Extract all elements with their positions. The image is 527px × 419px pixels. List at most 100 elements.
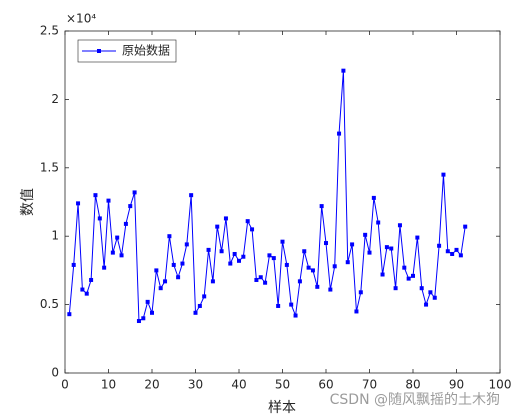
y-tick-label: 0.5 <box>40 297 59 311</box>
data-marker <box>389 246 394 251</box>
x-tick-label: 30 <box>188 378 203 392</box>
data-marker <box>315 284 320 289</box>
data-marker <box>441 172 446 177</box>
data-marker <box>376 220 381 225</box>
legend-marker <box>97 49 101 53</box>
data-marker <box>189 193 194 198</box>
data-marker <box>245 219 250 224</box>
data-marker <box>123 221 128 226</box>
data-marker <box>237 258 241 263</box>
data-marker <box>93 193 98 198</box>
data-marker <box>345 260 350 265</box>
data-marker <box>271 256 276 261</box>
data-marker <box>254 277 259 282</box>
data-marker <box>71 262 76 267</box>
data-marker <box>250 227 255 232</box>
data-marker <box>132 190 137 195</box>
data-marker <box>415 235 420 240</box>
data-marker <box>402 265 407 270</box>
data-marker <box>302 249 307 254</box>
data-marker <box>437 243 442 248</box>
data-marker <box>110 250 115 255</box>
y-tick-label: 0 <box>51 366 59 380</box>
data-marker <box>89 277 94 282</box>
y-tick-label: 2.5 <box>40 24 59 38</box>
data-marker <box>424 302 429 307</box>
data-marker <box>432 295 437 300</box>
legend-box <box>77 39 177 63</box>
data-marker <box>328 287 333 292</box>
data-marker <box>206 247 211 252</box>
data-marker <box>380 272 385 277</box>
data-marker <box>419 286 424 291</box>
data-marker <box>232 251 237 256</box>
data-marker <box>128 204 133 209</box>
data-marker <box>397 223 402 228</box>
data-marker <box>297 279 302 284</box>
data-marker <box>289 302 294 307</box>
data-marker <box>154 268 159 273</box>
x-tick-label: 70 <box>362 378 377 392</box>
data-marker <box>193 310 198 315</box>
data-marker <box>306 265 311 270</box>
data-marker <box>319 204 324 209</box>
data-marker <box>150 310 154 315</box>
x-tick-label: 80 <box>405 378 420 392</box>
data-marker <box>341 68 346 73</box>
data-marker <box>363 232 368 237</box>
data-marker <box>450 251 455 256</box>
data-marker <box>324 241 328 246</box>
data-marker <box>241 254 246 259</box>
legend-label: 原始数据 <box>122 43 170 58</box>
data-marker <box>102 265 107 270</box>
data-marker <box>310 268 315 273</box>
data-marker <box>263 280 268 285</box>
y-axis-label: 数值 <box>20 188 36 216</box>
data-marker <box>284 262 289 267</box>
data-marker <box>228 261 233 266</box>
x-axis-label: 样本 <box>268 400 296 416</box>
data-marker <box>411 273 415 278</box>
data-marker <box>106 198 111 203</box>
data-marker <box>406 276 411 281</box>
data-marker <box>141 316 146 321</box>
x-tick-label: 100 <box>489 378 512 392</box>
data-marker <box>267 253 272 258</box>
data-marker <box>337 131 342 136</box>
data-marker <box>219 249 224 254</box>
data-marker <box>184 242 189 247</box>
data-marker <box>350 242 355 247</box>
data-marker <box>115 235 120 240</box>
data-marker <box>76 201 81 206</box>
data-marker <box>293 313 298 318</box>
axes-box <box>64 30 501 374</box>
x-tick-label: 10 <box>101 378 116 392</box>
data-marker <box>367 250 372 255</box>
data-line <box>68 70 466 322</box>
data-marker <box>215 224 220 229</box>
data-marker <box>384 245 389 250</box>
data-marker <box>210 279 215 284</box>
data-marker <box>445 249 450 254</box>
data-marker <box>163 279 168 284</box>
x-tick-label: 90 <box>449 378 464 392</box>
data-marker <box>354 309 359 314</box>
x-tick-label: 0 <box>61 378 69 392</box>
y-tick-label: 1.5 <box>40 160 59 174</box>
y-exponent-label: ×10⁴ <box>66 12 96 26</box>
data-marker <box>276 303 281 308</box>
data-marker <box>223 216 228 221</box>
data-marker <box>97 216 102 221</box>
data-marker <box>393 286 398 291</box>
data-marker <box>84 291 89 296</box>
data-marker <box>145 299 150 304</box>
data-marker <box>463 224 468 229</box>
data-marker <box>67 312 72 317</box>
y-tick-label: 2 <box>51 92 59 106</box>
data-marker <box>458 253 463 258</box>
data-marker <box>358 290 363 295</box>
x-tick-label: 20 <box>144 378 159 392</box>
data-marker <box>176 275 181 280</box>
data-marker <box>371 195 376 200</box>
